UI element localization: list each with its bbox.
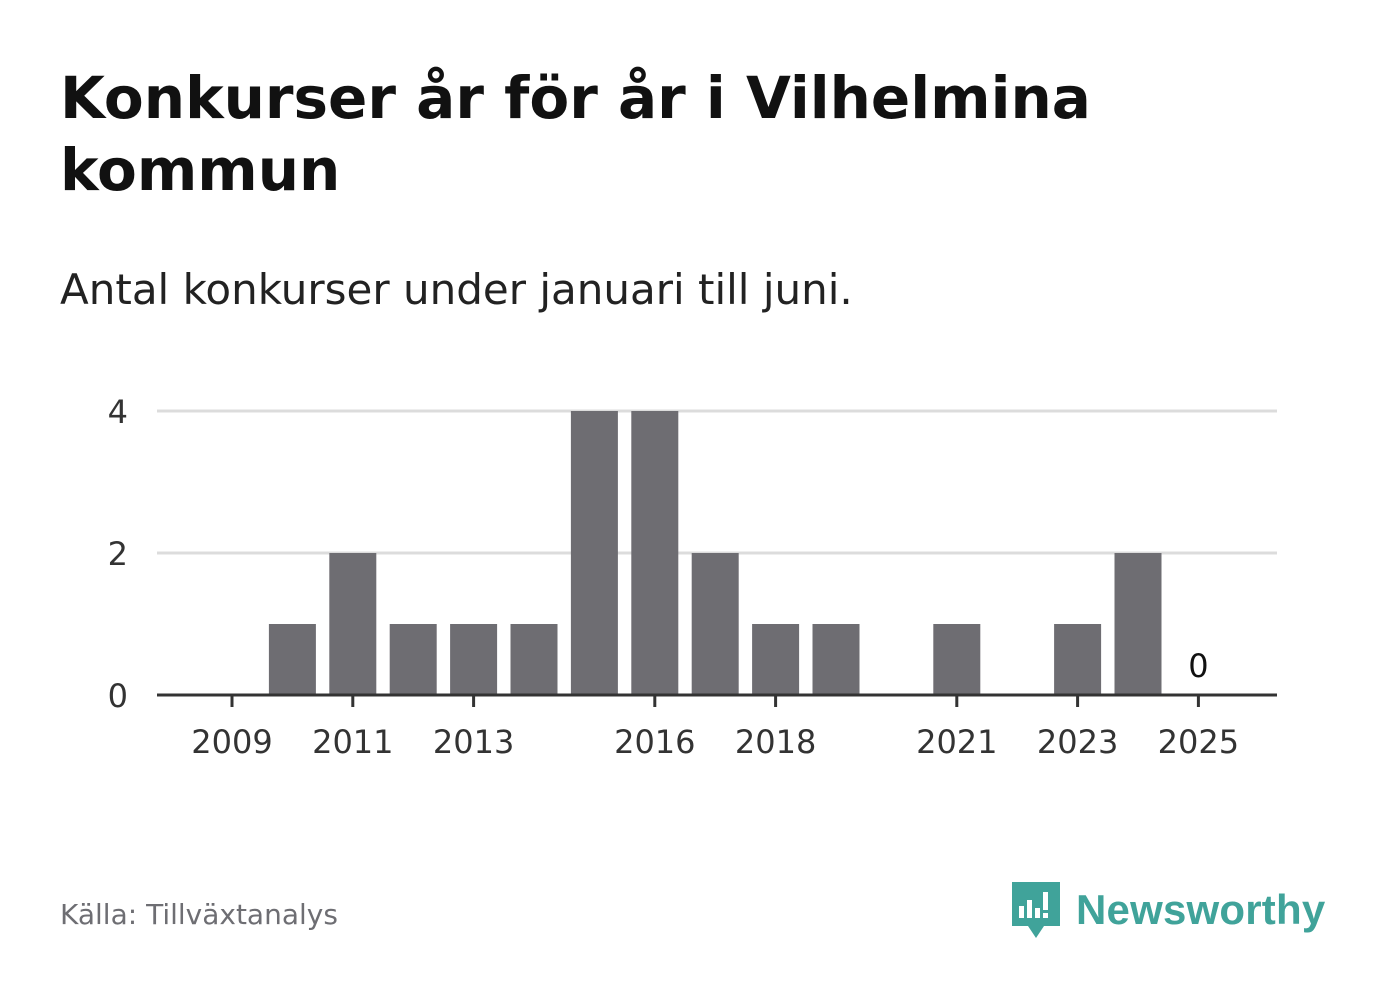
brand-logo[interactable]: Newsworthy — [1010, 878, 1325, 942]
bar-2016 — [631, 411, 679, 695]
data-label: 0 — [1188, 647, 1208, 685]
brand-name: Newsworthy — [1076, 886, 1326, 933]
x-tick-label: 2016 — [614, 723, 695, 761]
y-tick-label: 0 — [108, 677, 128, 715]
newsworthy-logo-icon — [1012, 882, 1060, 938]
source-text: Källa: Tillväxtanalys — [60, 898, 338, 931]
bar-2018 — [752, 624, 800, 695]
y-tick-label: 4 — [108, 393, 128, 431]
bar-2013 — [450, 624, 498, 695]
bar-2019 — [812, 624, 860, 695]
chart-title: Konkurser år för år i Vilhelmina kommun — [60, 64, 1091, 204]
x-tick-label: 2013 — [433, 723, 514, 761]
x-tick-label: 2018 — [735, 723, 816, 761]
bar-2021 — [933, 624, 981, 695]
x-tick-label: 2011 — [312, 723, 393, 761]
bar-2023 — [1054, 624, 1102, 695]
bar-2015 — [570, 411, 618, 695]
bar-2017 — [691, 553, 739, 695]
x-tick-label: 2023 — [1037, 723, 1118, 761]
bar-2010 — [268, 624, 316, 695]
bar-chart: 0 2 4 2009 2011 2013 2016 2018 2021 2023 2025 0 — [108, 393, 1277, 761]
bar-2014 — [510, 624, 558, 695]
x-tick-label: 2009 — [191, 723, 272, 761]
bar-2024 — [1114, 553, 1162, 695]
bar-2011 — [329, 553, 377, 695]
x-tick-label: 2025 — [1158, 723, 1239, 761]
bar-2012 — [389, 624, 437, 695]
x-tick-label: 2021 — [916, 723, 997, 761]
chart-subtitle: Antal konkurser under januari till juni. — [60, 265, 853, 314]
y-tick-label: 2 — [108, 535, 128, 573]
